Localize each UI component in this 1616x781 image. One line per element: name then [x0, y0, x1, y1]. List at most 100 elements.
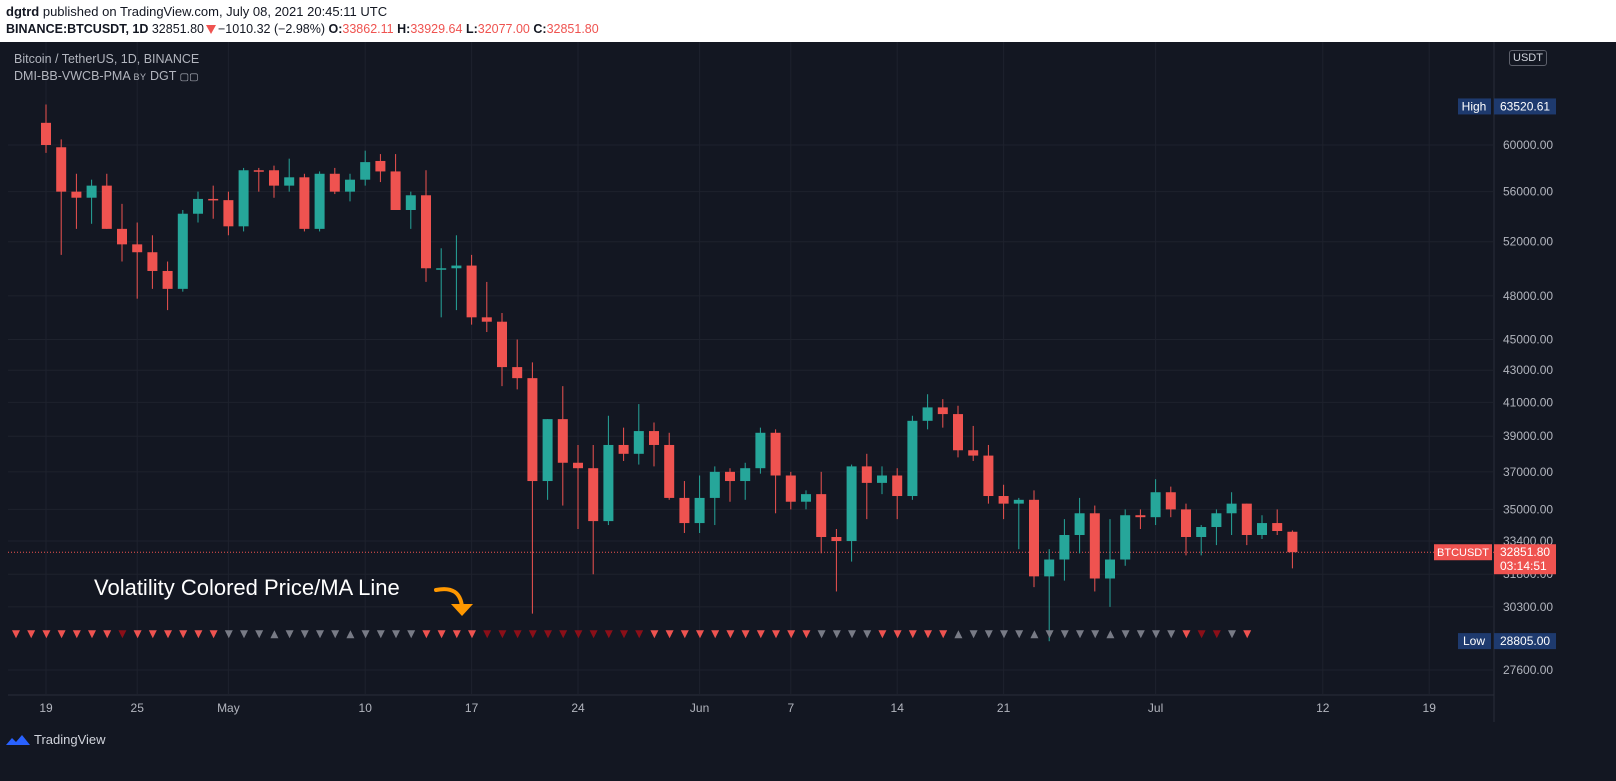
- candle-body: [223, 200, 234, 227]
- open-label: O:: [328, 22, 343, 36]
- settings-icon[interactable]: ▢▢: [179, 72, 199, 83]
- candle-body: [1105, 559, 1115, 579]
- candle-body: [466, 265, 477, 318]
- volatility-marker: [498, 630, 507, 639]
- volatility-marker: [422, 630, 431, 639]
- candle-body: [1241, 503, 1252, 535]
- candle-body: [1150, 492, 1161, 518]
- candle-body: [147, 252, 158, 271]
- candle-body: [983, 455, 994, 497]
- volatility-marker: [483, 630, 492, 639]
- x-tick-label: May: [217, 701, 240, 715]
- volatility-marker: [72, 630, 81, 639]
- publish-header: dgtrd published on TradingView.com, July…: [0, 0, 1616, 42]
- volatility-marker: [27, 630, 36, 639]
- volatility-marker: [407, 630, 416, 639]
- candle-body: [436, 268, 447, 270]
- candle-body: [1196, 527, 1207, 538]
- volatility-marker: [1228, 630, 1236, 639]
- candle-body: [1211, 513, 1222, 528]
- volatility-marker: [179, 630, 188, 639]
- volatility-marker: [392, 630, 400, 639]
- candle-body: [284, 177, 295, 186]
- y-tick-label: 56000.00: [1503, 185, 1553, 199]
- volatility-marker: [1197, 630, 1206, 639]
- candle-body: [1089, 513, 1100, 579]
- candle-body: [208, 198, 219, 201]
- publisher-name[interactable]: dgtrd: [6, 4, 40, 19]
- volatility-marker: [1060, 630, 1069, 639]
- volatility-marker: [133, 630, 142, 639]
- volatility-marker: [939, 630, 948, 639]
- candle-body: [299, 177, 310, 229]
- indicator-legend[interactable]: DMI-BB-VWCB-PMA BY DGT ▢▢: [14, 69, 199, 83]
- candle-body: [1135, 515, 1146, 518]
- candle-body: [1257, 523, 1267, 535]
- candle-body: [390, 171, 401, 211]
- volatility-marker: [726, 630, 735, 639]
- x-tick-label: 19: [39, 701, 53, 715]
- tradingview-logo[interactable]: TradingView: [6, 732, 106, 747]
- x-tick-label: 21: [997, 701, 1011, 715]
- annotation-arrowhead-icon: [451, 604, 473, 616]
- volatility-marker: [696, 630, 704, 639]
- candle-body: [1181, 509, 1191, 538]
- close-label: C:: [533, 22, 547, 36]
- x-tick-label: 19: [1423, 701, 1437, 715]
- volatility-marker: [437, 630, 446, 639]
- candle-body: [846, 466, 857, 542]
- x-tick-label: Jul: [1148, 701, 1163, 715]
- candle-body: [1165, 492, 1176, 510]
- low-marker-label-bg: [1458, 633, 1491, 650]
- volatility-marker: [711, 630, 720, 639]
- volatility-marker: [468, 630, 476, 639]
- y-tick-label: 45000.00: [1503, 332, 1553, 346]
- annotation-text: Volatility Colored Price/MA Line: [94, 575, 400, 600]
- low-value: 32077.00: [477, 22, 530, 36]
- volatility-marker: [12, 630, 20, 639]
- last-price-value: 32851.80: [1500, 545, 1550, 559]
- volatility-marker: [1091, 630, 1100, 639]
- currency-button[interactable]: USDT: [1509, 50, 1547, 66]
- x-tick-label: 7: [787, 701, 794, 715]
- x-tick-label: 14: [891, 701, 905, 715]
- volatility-marker: [908, 630, 917, 639]
- volatility-marker: [316, 630, 324, 639]
- volatility-marker: [817, 630, 826, 639]
- chart-area[interactable]: 60000.00 56000.00 52000.00 48000.00 45000.00…: [0, 42, 1616, 722]
- candle-body: [345, 179, 355, 192]
- volatility-marker: [118, 630, 127, 639]
- volatility-marker: [164, 630, 172, 639]
- volatility-marker: [802, 630, 811, 639]
- candle-body: [405, 195, 416, 211]
- y-tick-label: 35000.00: [1503, 502, 1553, 516]
- volatility-marker: [240, 630, 248, 639]
- candle-body: [861, 466, 872, 483]
- candle-body: [801, 494, 811, 502]
- volatility-marker: [1212, 630, 1221, 639]
- volatility-marker: [42, 630, 51, 639]
- candle-body: [557, 419, 568, 463]
- y-tick-label: 39000.00: [1503, 429, 1553, 443]
- candle-body: [633, 431, 644, 454]
- candle-body: [679, 497, 690, 524]
- y-tick-label: 37000.00: [1503, 465, 1553, 479]
- high-marker-label: High: [1462, 99, 1487, 113]
- candle-body: [269, 170, 279, 186]
- last-symbol-bg: [1434, 544, 1492, 561]
- volatility-marker: [544, 630, 552, 639]
- indicator-by: BY: [133, 72, 147, 82]
- high-marker-label-bg: [1458, 98, 1491, 115]
- open-value: 33862.11: [342, 22, 394, 36]
- down-arrow-icon: [206, 25, 216, 34]
- candle-body: [56, 147, 67, 192]
- price-chart[interactable]: 60000.00 56000.00 52000.00 48000.00 45000.00…: [0, 42, 1616, 722]
- x-tick-label: 12: [1316, 701, 1330, 715]
- candle-body: [877, 475, 887, 483]
- y-tick-label: 48000.00: [1503, 289, 1553, 303]
- y-tick-label: 43000.00: [1503, 363, 1553, 377]
- last-price-box: [1494, 544, 1556, 575]
- volatility-marker: [589, 630, 598, 639]
- indicator-author: DGT: [149, 69, 177, 83]
- candle-body: [1226, 503, 1237, 514]
